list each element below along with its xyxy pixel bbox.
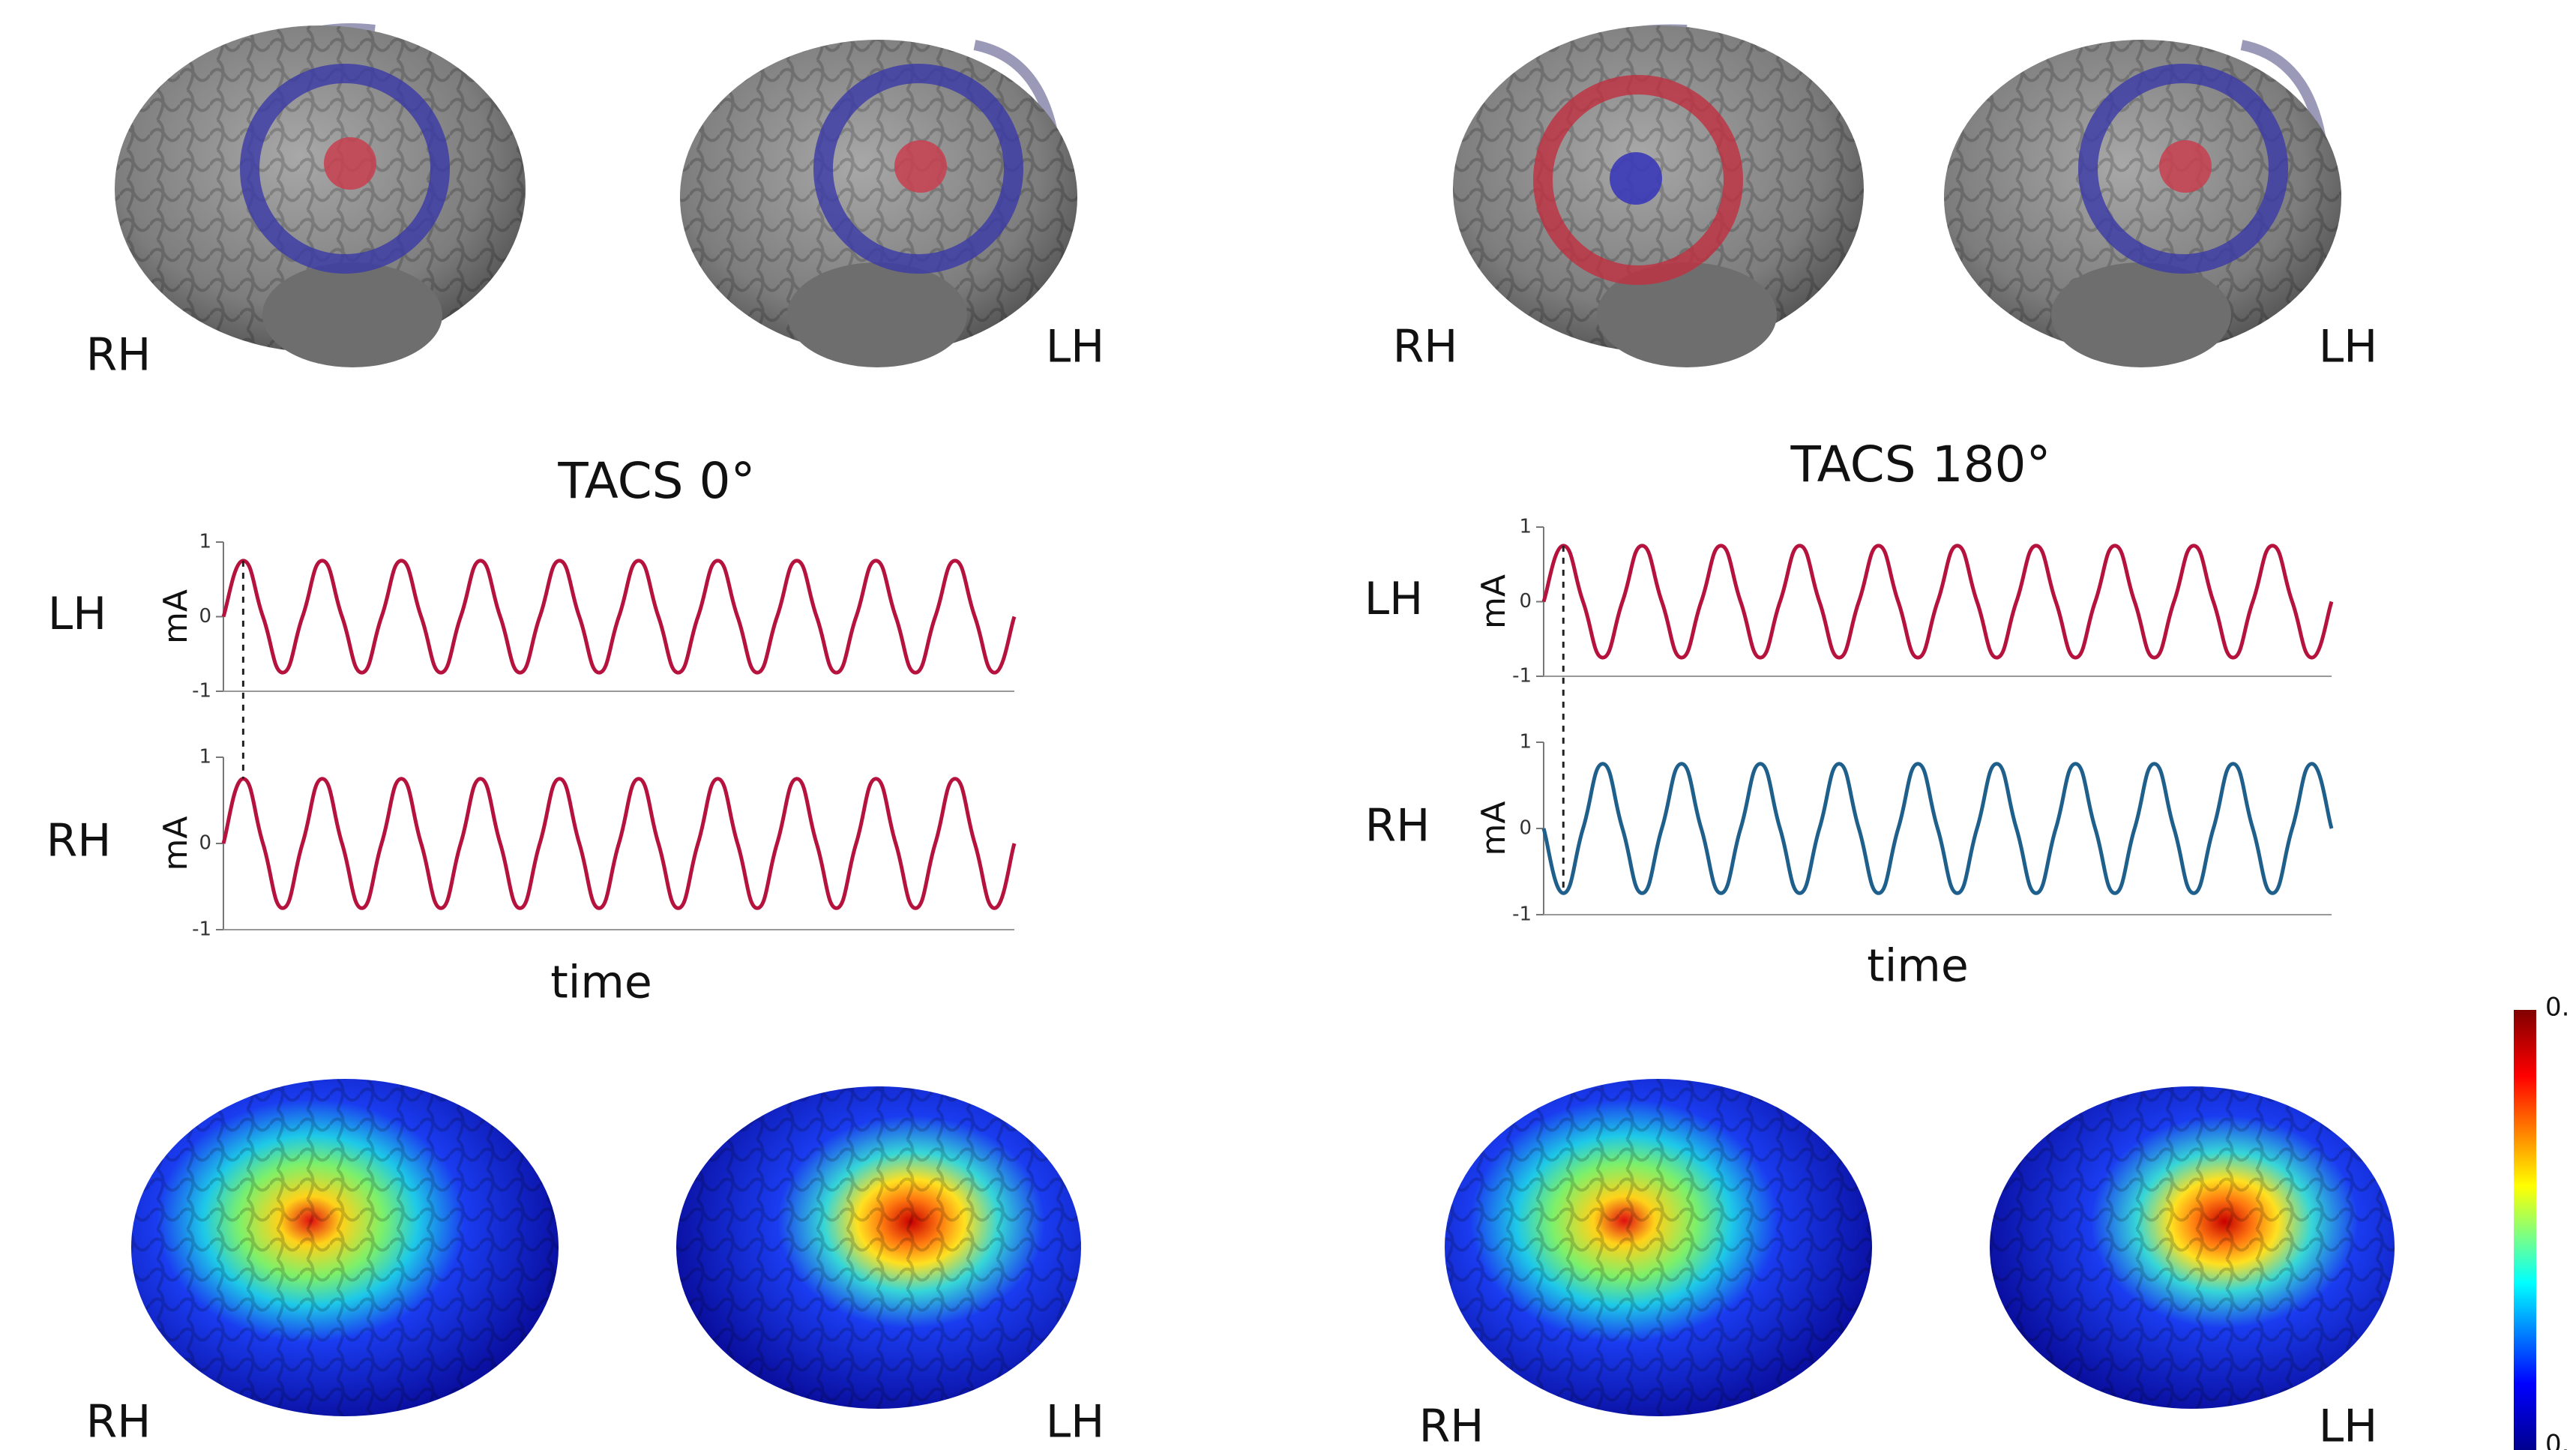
panel-title: TACS 0° [557,452,755,510]
colorbar-label: 0. [2545,993,2569,1023]
y-tick-label: -1 [192,918,211,941]
hemisphere-label: LH [2319,321,2378,373]
colorbar-label: 0. [2545,1430,2569,1450]
hemisphere-label: LH [1046,321,1105,373]
y-tick-label: 1 [199,531,211,553]
side-label: LH [1364,573,1424,625]
side-label: RH [1365,800,1430,852]
hemisphere-label: RH [86,329,151,382]
hemisphere-label: LH [2319,1401,2378,1450]
sine-line [223,561,1014,673]
sine-line [223,779,1014,909]
y-axis-label: mA [157,589,195,644]
x-axis-label: time [1867,940,1969,993]
sine-line [1544,764,2332,894]
y-axis-label: mA [1475,801,1513,856]
y-tick-label: -1 [192,680,211,703]
y-tick-label: 0 [1519,590,1532,613]
y-axis-label: mA [1475,574,1513,629]
page: RH LH RH LH TACS 0° TACS 180° time time … [0,0,2576,1450]
side-label: RH [46,815,112,867]
side-label: LH [48,588,107,640]
y-tick-label: -1 [1512,903,1532,926]
y-tick-label: 1 [1519,516,1532,538]
stim-montage [115,25,2341,367]
hemisphere-label: LH [1046,1396,1105,1449]
y-tick-label: 0 [199,832,211,855]
sine-line [1544,546,2332,658]
figure: RH LH RH LH TACS 0° TACS 180° time time … [0,0,2576,1450]
y-tick-label: 0 [1519,817,1532,840]
y-axis-label: mA [157,816,195,871]
panel-title: TACS 180° [1790,436,2050,493]
field-maps [131,1079,2395,1416]
y-tick-label: -1 [1512,665,1532,688]
y-tick-label: 1 [199,746,211,768]
hemisphere-label: RH [86,1396,151,1449]
y-tick-label: 1 [1519,731,1532,753]
hemisphere-label: RH [1393,321,1458,373]
colorbar [2514,1010,2536,1450]
y-tick-label: 0 [199,605,211,628]
hemisphere-label: RH [1419,1401,1484,1450]
x-axis-label: time [550,957,652,1009]
